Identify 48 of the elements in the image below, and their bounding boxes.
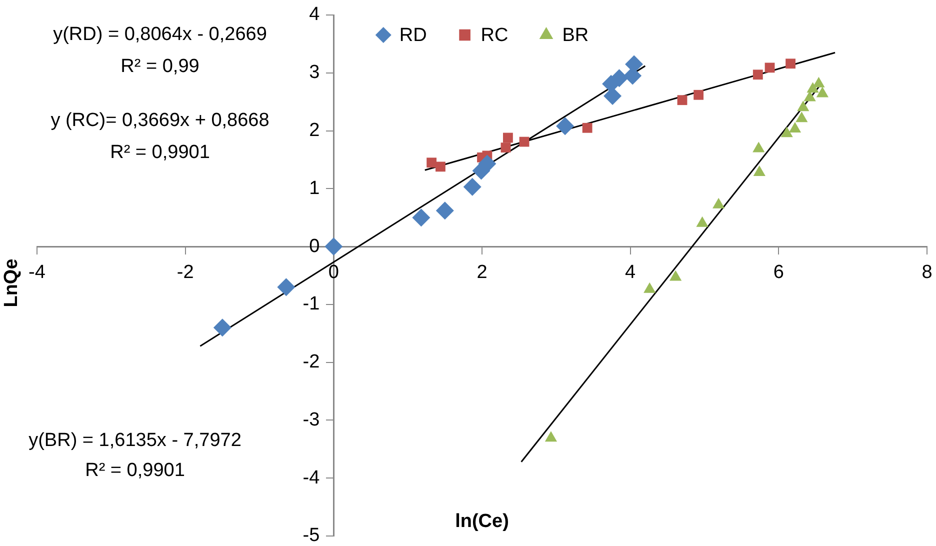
- point: [519, 136, 530, 147]
- point: [786, 58, 796, 69]
- y-tick-label: 1: [309, 178, 320, 199]
- point: [764, 62, 775, 73]
- y-tick-label: 0: [309, 236, 320, 257]
- point: [544, 431, 558, 442]
- point: [436, 162, 446, 172]
- y-tick-label: -1: [302, 294, 320, 315]
- point: [670, 270, 682, 281]
- y-tick-label: -4: [302, 467, 320, 488]
- point: [556, 117, 574, 136]
- point: [677, 95, 688, 106]
- legend-label: RC: [480, 25, 508, 46]
- point: [324, 238, 343, 256]
- y-tick-label: -2: [302, 352, 320, 373]
- legend-label: RD: [399, 25, 427, 46]
- y-tick-label: 3: [309, 62, 320, 84]
- point: [277, 278, 296, 296]
- x-tick-label: 6: [773, 262, 784, 283]
- y-tick-label: -3: [302, 409, 320, 430]
- x-tick-label: 4: [625, 262, 636, 283]
- point: [503, 132, 513, 143]
- x-tick-label: 8: [922, 262, 932, 283]
- x-axis-title: ln(Ce): [455, 511, 509, 532]
- point: [500, 142, 511, 153]
- point: [752, 70, 763, 80]
- point: [694, 90, 704, 100]
- point: [426, 158, 437, 168]
- point: [213, 318, 232, 337]
- point: [412, 208, 430, 227]
- point: [463, 178, 482, 196]
- annotation: y(BR) = 1,6135x - 7,7972 R² = 0,9901: [28, 430, 242, 482]
- point: [604, 87, 622, 106]
- y-tick-label: 2: [309, 120, 320, 142]
- x-tick-label: 2: [476, 262, 488, 283]
- point: [644, 282, 656, 293]
- point: [582, 122, 592, 133]
- x-tick-label: -4: [28, 262, 46, 283]
- y-tick-label: 4: [309, 4, 320, 26]
- annotation: y (RC)= 0,3669x + 0,8668 R² = 0,9901: [50, 110, 270, 164]
- legend-label: BR: [562, 25, 589, 46]
- y-axis-title: LnQe: [1, 258, 22, 308]
- point: [610, 69, 628, 88]
- x-tick-label: 0: [328, 262, 339, 283]
- point: [436, 202, 454, 220]
- y-tick-label: -5: [302, 525, 320, 546]
- annotation: y(RD) = 0,8064x - 0,2669 R² = 0,99: [53, 24, 267, 78]
- x-tick-label: -2: [176, 262, 194, 283]
